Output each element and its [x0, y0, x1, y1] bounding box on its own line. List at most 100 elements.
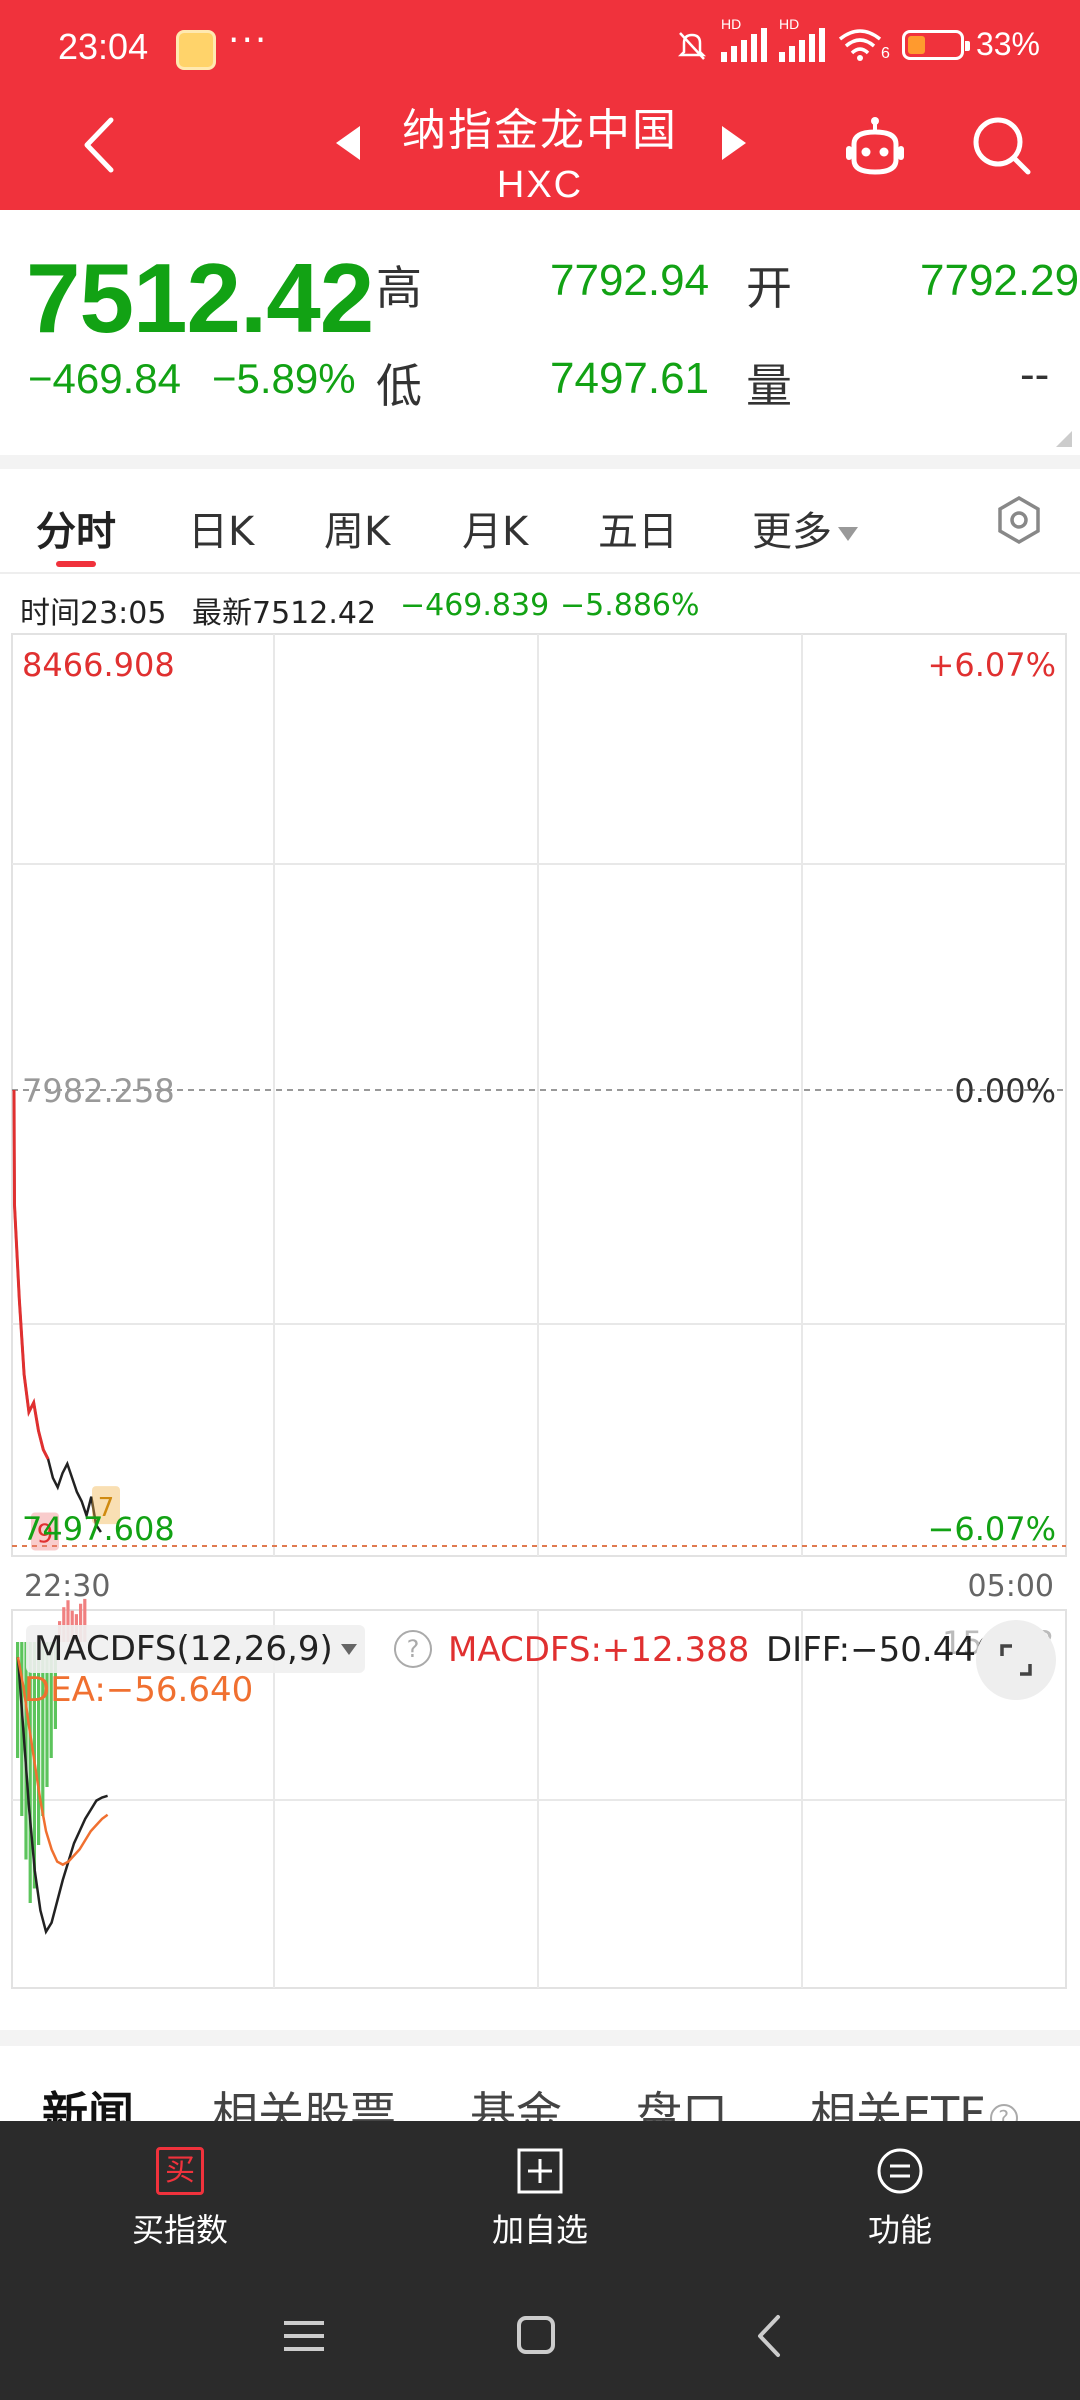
wifi-badge: 6	[881, 44, 890, 62]
active-tab-indicator	[56, 561, 96, 567]
macd-bar-3	[28, 1642, 32, 1903]
y-min-label: 7497.608	[22, 1510, 175, 1548]
status-icons: HD HD 6 33%	[675, 16, 1040, 63]
signal-icon: HD	[721, 16, 768, 62]
quote-panel: 7512.42 −469.84 −5.89% 高 7792.94 低 7497.…	[0, 210, 1080, 455]
divider-2	[0, 2030, 1080, 2046]
indicator-selector[interactable]: MACDFS(12,26,9)	[26, 1625, 365, 1673]
tab-monthly-k[interactable]: 月K	[462, 509, 529, 555]
functions-label: 功能	[867, 2211, 932, 2249]
bottom-action-bar: 买 买指数 加自选 功能	[0, 2121, 1080, 2271]
top-bar: 23:04 ··· HD HD	[0, 0, 1080, 210]
tab-daily-k[interactable]: 日K	[188, 509, 255, 555]
tab-news[interactable]: 新闻	[42, 2087, 134, 2121]
volume-value: --	[1020, 350, 1050, 399]
nav-row: 纳指金龙中国 HXC	[0, 88, 1080, 208]
info-change: −469.839	[400, 588, 550, 623]
macd-bar-6	[41, 1642, 45, 1816]
x-end-label: 05:00	[968, 1569, 1054, 1604]
menu-circle-icon	[877, 2148, 923, 2194]
index-code: HXC	[496, 164, 584, 206]
high-label: 高	[376, 261, 422, 315]
info-time: 时间23:05	[20, 596, 167, 631]
menu-icon[interactable]	[274, 2311, 334, 2361]
add-square-icon	[517, 2148, 563, 2194]
macd-bar-16	[83, 1598, 87, 1642]
tab-related-etf[interactable]: 相关ETF?	[810, 2078, 1018, 2121]
open-value: 7792.29	[920, 256, 1080, 305]
tab-weekly-k[interactable]: 周K	[324, 509, 391, 555]
fullscreen-button[interactable]	[976, 1620, 1056, 1700]
pct-mid-label: 0.00%	[954, 1072, 1056, 1110]
macdfs-value: MACDFS:+12.388	[448, 1630, 750, 1670]
back-nav-icon[interactable]	[740, 2311, 800, 2361]
chevron-left-icon	[84, 117, 114, 173]
prev-index-button[interactable]	[336, 126, 360, 160]
back-button[interactable]	[64, 110, 134, 180]
status-bar: 23:04 ··· HD HD	[0, 0, 1080, 100]
price-change-pct: −5.89%	[212, 355, 356, 402]
tab-funds[interactable]: 基金	[470, 2087, 562, 2121]
home-icon[interactable]	[506, 2311, 566, 2361]
volume-label: 量	[746, 359, 792, 413]
next-index-button[interactable]	[722, 126, 746, 160]
more-notifications-icon: ···	[228, 20, 269, 61]
dea-value: DEA:−56.640	[24, 1670, 254, 1710]
x-start-label: 22:30	[24, 1569, 110, 1604]
tab-intraday[interactable]: 分时	[36, 509, 116, 555]
info-change-pct: −5.886%	[560, 588, 700, 623]
bell-muted-icon	[678, 31, 707, 60]
cursor-info-line: 时间23:05 最新7512.42 −469.839 −5.886%	[0, 580, 1080, 631]
expand-icon	[1000, 1644, 1032, 1676]
pct-min-label: −6.07%	[928, 1510, 1056, 1548]
tab-five-day[interactable]: 五日	[598, 509, 678, 555]
tab-order-book[interactable]: 盘口	[636, 2087, 728, 2121]
search-icon[interactable]	[968, 112, 1036, 180]
diff-value: DIFF:−50.446	[766, 1630, 998, 1670]
macd-bar-12	[66, 1600, 70, 1642]
macd-bar-0	[16, 1642, 20, 1758]
buy-index-label: 买指数	[131, 2211, 228, 2249]
index-title: 纳指金龙中国	[402, 105, 678, 156]
functions-button[interactable]: 功能	[780, 2147, 1020, 2251]
battery-text: 33%	[975, 26, 1040, 62]
help-icon[interactable]: ?	[394, 1630, 432, 1668]
add-watchlist-button[interactable]: 加自选	[420, 2147, 660, 2251]
high-value: 7792.94	[550, 256, 710, 305]
help-icon: ?	[989, 2103, 1018, 2121]
tab-related-stocks[interactable]: 相关股票	[212, 2087, 396, 2121]
tab-more-label: 更多	[752, 509, 832, 555]
open-label: 开	[746, 261, 792, 315]
expand-quote-indicator[interactable]	[1056, 431, 1072, 447]
macd-bar-9	[53, 1642, 57, 1729]
divider	[0, 455, 1080, 469]
macd-bar-1	[20, 1642, 24, 1816]
title-block: 纳指金龙中国 HXC	[300, 88, 780, 208]
signal-marker-7-bg	[92, 1486, 120, 1525]
tab-more[interactable]: 更多	[752, 499, 858, 557]
system-nav-bar	[0, 2271, 1080, 2400]
robot-assistant-icon[interactable]	[840, 114, 910, 184]
current-price: 7512.42	[26, 243, 374, 353]
caret-down-icon	[340, 1643, 357, 1655]
indicator-name: MACDFS(12,26,9)	[34, 1629, 333, 1669]
caret-down-icon	[838, 527, 858, 541]
status-time: 23:04	[58, 26, 149, 67]
settings-hexagon-icon[interactable]	[994, 495, 1044, 545]
chart-tabs: 分时 日K 周K 月K 五日 更多	[0, 469, 1080, 574]
signal-marker-9: 9	[37, 1519, 54, 1549]
intraday-chart: 9 7 8466.908 +6.07% 7982.258 0.00% 7497.608 −6…	[11, 633, 1067, 1989]
chart-area[interactable]: 9 7 8466.908 +6.07% 7982.258 0.00% 7497.608 −6…	[0, 630, 1080, 2000]
macd-bar-11	[62, 1607, 66, 1642]
news-tabs: 新闻 相关股票 基金 盘口 相关ETF?	[0, 2046, 1080, 2121]
diff-line	[16, 1657, 108, 1935]
pct-max-label: +6.07%	[928, 646, 1056, 684]
signal-marker-7: 7	[98, 1493, 115, 1523]
info-latest: 最新7512.42	[192, 596, 377, 631]
buy-index-button[interactable]: 买 买指数	[60, 2147, 300, 2251]
macd-bar-5	[37, 1642, 41, 1845]
wifi-icon	[838, 28, 882, 61]
buy-icon: 买	[156, 2147, 204, 2195]
y-mid-label: 7982.258	[22, 1072, 175, 1110]
